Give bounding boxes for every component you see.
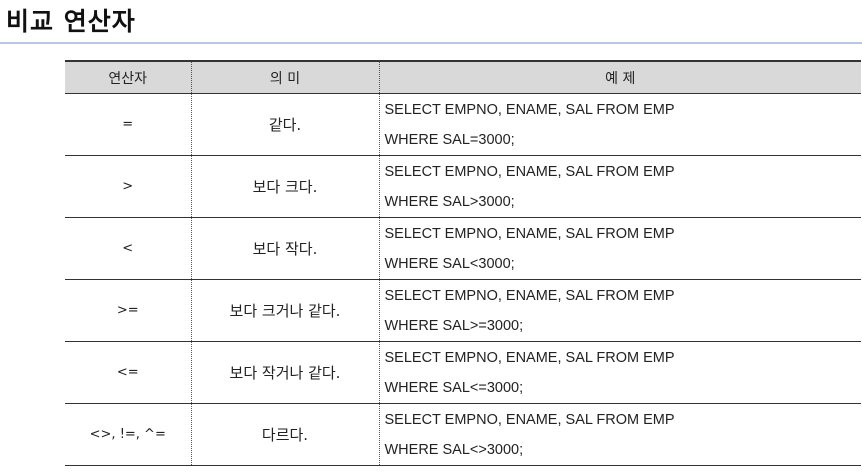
meaning-cell: 다르다. xyxy=(191,403,380,466)
operator-cell: > xyxy=(65,155,192,218)
table-body: = 같다. SELECT EMPNO, ENAME, SAL FROM EMP … xyxy=(65,93,861,466)
operator-cell: < xyxy=(65,217,192,280)
example-where-line: WHERE SAL<>3000; xyxy=(384,441,524,458)
example-cell: SELECT EMPNO, ENAME, SAL FROM EMP WHERE … xyxy=(379,93,861,156)
table-row: = 같다. SELECT EMPNO, ENAME, SAL FROM EMP … xyxy=(65,93,861,156)
table-header: 연산자 의 미 예 제 xyxy=(65,60,861,94)
header-meaning: 의 미 xyxy=(191,60,380,94)
title-underline xyxy=(0,42,862,44)
example-cell: SELECT EMPNO, ENAME, SAL FROM EMP WHERE … xyxy=(379,403,861,466)
example-select-line: SELECT EMPNO, ENAME, SAL FROM EMP xyxy=(384,411,675,428)
header-example: 예 제 xyxy=(379,60,861,94)
table-row: >= 보다 크거나 같다. SELECT EMPNO, ENAME, SAL F… xyxy=(65,279,861,342)
header-row: 연산자 의 미 예 제 xyxy=(65,60,861,94)
table-row: > 보다 크다. SELECT EMPNO, ENAME, SAL FROM E… xyxy=(65,155,861,218)
table-row: <>, !=, ^= 다르다. SELECT EMPNO, ENAME, SAL… xyxy=(65,403,861,466)
example-where-line: WHERE SAL=3000; xyxy=(384,131,515,148)
operator-cell: <>, !=, ^= xyxy=(65,403,192,466)
example-cell: SELECT EMPNO, ENAME, SAL FROM EMP WHERE … xyxy=(379,279,861,342)
meaning-cell: 같다. xyxy=(191,93,380,156)
header-operator: 연산자 xyxy=(65,60,192,94)
example-select-line: SELECT EMPNO, ENAME, SAL FROM EMP xyxy=(384,101,675,118)
example-where-line: WHERE SAL<=3000; xyxy=(384,379,524,396)
meaning-cell: 보다 크거나 같다. xyxy=(191,279,380,342)
example-cell: SELECT EMPNO, ENAME, SAL FROM EMP WHERE … xyxy=(379,155,861,218)
operator-cell: <= xyxy=(65,341,192,404)
example-select-line: SELECT EMPNO, ENAME, SAL FROM EMP xyxy=(384,349,675,366)
example-where-line: WHERE SAL>=3000; xyxy=(384,317,524,334)
operator-cell: = xyxy=(65,93,192,156)
table-row: < 보다 작다. SELECT EMPNO, ENAME, SAL FROM E… xyxy=(65,217,861,280)
meaning-cell: 보다 작거나 같다. xyxy=(191,341,380,404)
meaning-cell: 보다 작다. xyxy=(191,217,380,280)
example-where-line: WHERE SAL>3000; xyxy=(384,193,515,210)
example-select-line: SELECT EMPNO, ENAME, SAL FROM EMP xyxy=(384,287,675,304)
example-where-line: WHERE SAL<3000; xyxy=(384,255,515,272)
example-cell: SELECT EMPNO, ENAME, SAL FROM EMP WHERE … xyxy=(379,341,861,404)
example-cell: SELECT EMPNO, ENAME, SAL FROM EMP WHERE … xyxy=(379,217,861,280)
example-select-line: SELECT EMPNO, ENAME, SAL FROM EMP xyxy=(384,225,675,242)
operator-cell: >= xyxy=(65,279,192,342)
page-title: 비교 연산자 xyxy=(6,7,136,36)
meaning-cell: 보다 크다. xyxy=(191,155,380,218)
table-row: <= 보다 작거나 같다. SELECT EMPNO, ENAME, SAL F… xyxy=(65,341,861,404)
comparison-operator-table: 연산자 의 미 예 제 = 같다. SELECT EMPNO, ENAME, S… xyxy=(65,60,861,466)
example-select-line: SELECT EMPNO, ENAME, SAL FROM EMP xyxy=(384,163,675,180)
